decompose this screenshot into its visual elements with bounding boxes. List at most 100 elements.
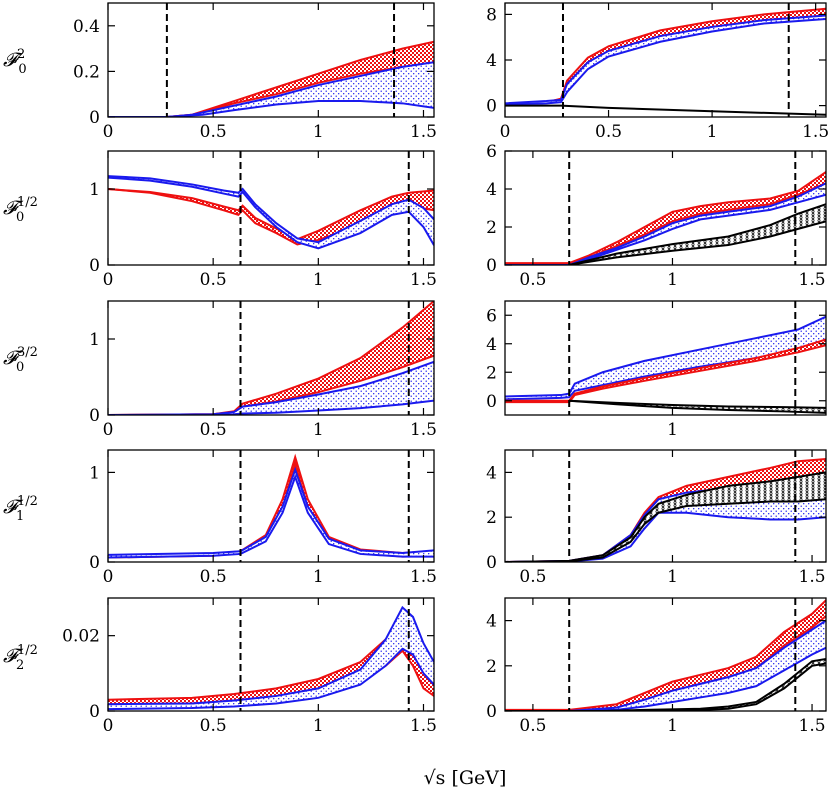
curve-lower-blue xyxy=(108,473,434,559)
curve-upper-blue xyxy=(505,14,826,105)
curve-upper-black xyxy=(569,399,826,409)
plot-area xyxy=(505,171,826,265)
x-tick-label: 0.5 xyxy=(519,567,546,587)
y-tick-label: 0.4 xyxy=(73,17,100,37)
panel-row5-right: 0.5 1 1.5 0 2 4 xyxy=(486,597,827,736)
x-tick-label: 1 xyxy=(667,420,678,440)
y-tick-label: 0 xyxy=(89,108,100,128)
curve-upper-blue xyxy=(108,605,434,706)
y-tick-label: 6 xyxy=(486,142,497,162)
x-tick-label: 1 xyxy=(313,420,324,440)
band-red xyxy=(505,600,826,711)
panel-row5-left: 0 0.5 1 1.5 0 0.02 xyxy=(62,597,437,736)
row-label-f0-2: 𝓕2 0 xyxy=(3,47,27,77)
x-tick-label: 0 xyxy=(103,122,114,142)
y-tick-label: 0.02 xyxy=(62,627,100,647)
plot-area xyxy=(108,175,434,250)
x-tick-label: 0.5 xyxy=(519,270,546,290)
curve-upper-blue xyxy=(108,360,434,415)
plot-area xyxy=(108,605,434,711)
y-tick-label: 4 xyxy=(486,335,497,355)
axes-frame xyxy=(107,2,435,118)
x-tick-label: 1 xyxy=(707,122,718,142)
curve-upper-red xyxy=(108,188,434,241)
curve-upper-red xyxy=(108,453,434,557)
x-tick-label: 0.5 xyxy=(200,567,227,587)
curve-upper-black xyxy=(505,471,826,562)
x-tick-label: 1.5 xyxy=(410,420,437,440)
plot-area xyxy=(505,7,826,116)
band-blue xyxy=(108,607,434,710)
x-tick-label: 1.5 xyxy=(410,122,437,142)
x-tick-label: 1.5 xyxy=(799,270,826,290)
axes-frame xyxy=(107,150,435,266)
y-tick-label: 1 xyxy=(89,463,100,483)
panel-row3-left: 0 0.5 1 1.5 0 1 xyxy=(89,300,437,440)
y-tick-label: 4 xyxy=(486,180,497,200)
plot-area xyxy=(108,301,434,415)
x-tick-label: 1.5 xyxy=(802,122,829,142)
x-tick-label: 0.5 xyxy=(200,420,227,440)
y-tick-label: 6 xyxy=(486,306,497,326)
curve-upper-blue xyxy=(108,466,434,556)
y-tick-label: 0 xyxy=(89,406,100,426)
y-tick-label: 0 xyxy=(89,702,100,722)
curve-upper-blue xyxy=(505,182,826,265)
x-tick-label: 1 xyxy=(313,716,324,736)
panel-row4-right: 0.5 1 1.5 0 2 4 xyxy=(486,449,827,587)
x-tick-label: 0.5 xyxy=(595,122,622,142)
x-tick-label: 1 xyxy=(667,567,678,587)
y-tick-label: 4 xyxy=(486,463,497,483)
x-tick-label: 0.5 xyxy=(200,716,227,736)
band-blue xyxy=(108,469,434,558)
x-tick-label: 1.5 xyxy=(799,567,826,587)
band-red xyxy=(108,457,434,558)
x-axis-label: √s [GeV] xyxy=(424,767,507,789)
x-tick-label: 0 xyxy=(103,567,114,587)
axes-frame xyxy=(107,597,435,712)
axes-frame xyxy=(107,300,435,416)
x-tick-label: 1.5 xyxy=(410,270,437,290)
band-blue xyxy=(505,316,826,400)
y-tick-label: 0 xyxy=(486,256,497,276)
band-blue xyxy=(505,620,826,711)
y-tick-label: 2 xyxy=(486,657,497,677)
x-tick-label: 1 xyxy=(313,567,324,587)
row-label-f2-half: 𝓕1/2 2 xyxy=(3,643,38,673)
curve-upper-red xyxy=(505,338,826,402)
band-black xyxy=(505,472,826,562)
x-tick-label: 1 xyxy=(313,122,324,142)
x-tick-label: 1 xyxy=(667,270,678,290)
y-tick-label: 1 xyxy=(89,180,100,200)
curve-upper-red xyxy=(505,599,826,711)
x-tick-label: 0 xyxy=(500,122,511,142)
row-label-f0-threehalf: 𝓕3/2 0 xyxy=(3,345,38,375)
panel-row3-right: 1 0 2 4 6 xyxy=(486,300,827,440)
band-blue xyxy=(108,176,434,249)
panel-row2-right: 0.5 1 1.5 0 2 4 6 xyxy=(486,142,827,290)
panels: 0 0.5 1 1.5 0 0.2 0.4 0 0.5 1 1.5 0 4 8 0 0.5 1 1.5 0 1 0.5 1… xyxy=(62,2,829,736)
y-tick-label: 0 xyxy=(486,392,497,412)
curve-lower-black xyxy=(569,220,826,265)
curve-upper-blue xyxy=(505,315,826,398)
curve-lower-black xyxy=(505,498,826,562)
curve-lower-blue xyxy=(505,17,826,106)
x-tick-label: 0 xyxy=(103,420,114,440)
y-tick-label: 0 xyxy=(486,702,497,722)
curve-upper-blue xyxy=(505,619,826,711)
curve-lower-black xyxy=(569,399,826,414)
band-red xyxy=(108,301,434,415)
curve-upper-blue xyxy=(108,175,434,244)
panel-row2-left: 0 0.5 1 1.5 0 1 xyxy=(89,150,437,290)
curve-lower-red xyxy=(505,344,826,404)
axes-frame xyxy=(504,597,827,712)
band-blue xyxy=(108,361,434,415)
x-tick-label: 1.5 xyxy=(410,567,437,587)
row-label-f1-half: 𝓕1/2 1 xyxy=(3,494,38,524)
y-tick-label: 2 xyxy=(486,363,497,383)
curve-upper-red xyxy=(505,171,826,265)
y-tick-label: 4 xyxy=(486,612,497,632)
plot-area xyxy=(108,453,434,559)
panel-row4-left: 0 0.5 1 1.5 0 1 xyxy=(89,449,437,587)
